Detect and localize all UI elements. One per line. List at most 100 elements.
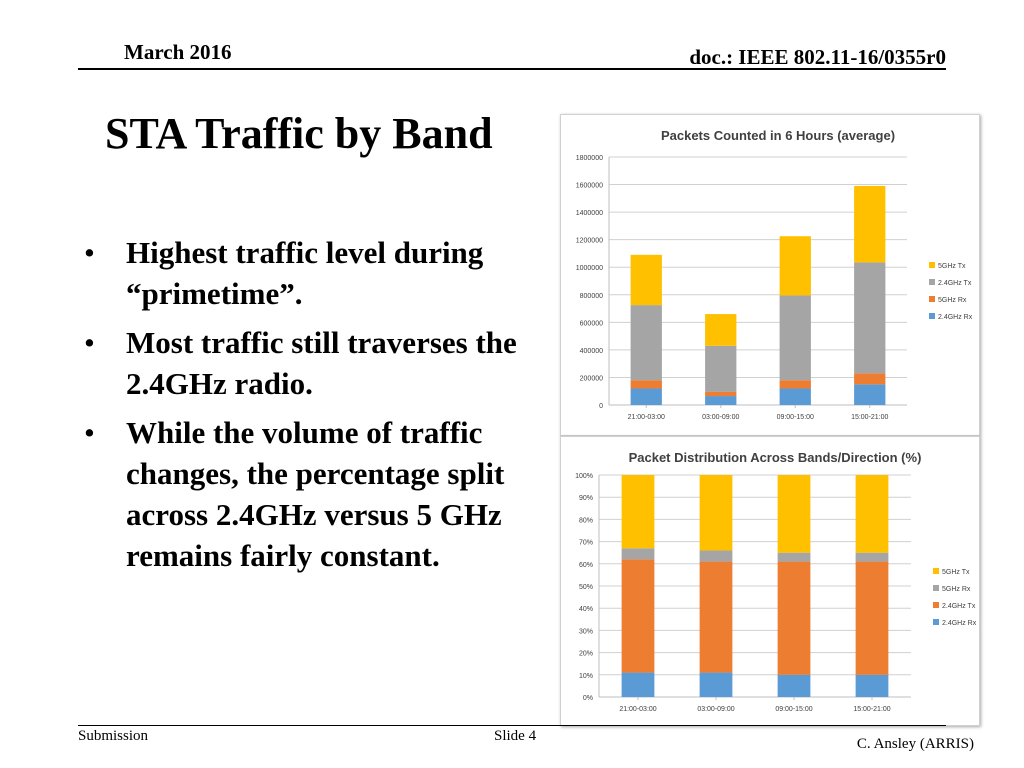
footer-divider bbox=[78, 725, 946, 726]
y-tick-label: 70% bbox=[579, 540, 593, 547]
bar-segment bbox=[855, 475, 889, 553]
y-tick-label: 0% bbox=[583, 695, 593, 702]
header-doc-id: doc.: IEEE 802.11-16/0355r0 bbox=[689, 45, 946, 69]
x-tick-label: 09:00-15:00 bbox=[777, 414, 814, 421]
y-tick-label: 1600000 bbox=[576, 183, 603, 190]
bar-segment bbox=[621, 475, 655, 549]
legend-label: 2.4GHz Tx bbox=[942, 603, 976, 610]
legend-swatch bbox=[929, 296, 935, 302]
bar-segment bbox=[621, 548, 655, 560]
y-tick-label: 400000 bbox=[580, 348, 603, 355]
bullet-text: Most traffic still traverses the 2.4GHz … bbox=[126, 325, 517, 401]
bar-segment bbox=[777, 552, 811, 562]
legend-label: 5GHz Rx bbox=[938, 297, 967, 304]
bar-segment bbox=[779, 380, 811, 389]
bar-segment bbox=[621, 559, 655, 673]
legend-swatch bbox=[933, 568, 939, 574]
bar-segment bbox=[699, 561, 733, 673]
bar-segment bbox=[630, 305, 662, 381]
legend-label: 2.4GHz Tx bbox=[938, 280, 972, 287]
legend-swatch bbox=[933, 619, 939, 625]
bar-segment bbox=[630, 380, 662, 389]
y-tick-label: 1400000 bbox=[576, 210, 603, 217]
y-tick-label: 800000 bbox=[580, 293, 603, 300]
bullet-dot: • bbox=[84, 415, 95, 450]
packet-distribution-chart: Packet Distribution Across Bands/Directi… bbox=[560, 436, 980, 726]
bar-segment bbox=[705, 345, 737, 392]
y-tick-label: 100% bbox=[575, 473, 593, 480]
legend-swatch bbox=[933, 602, 939, 608]
bar-segment bbox=[630, 388, 662, 405]
y-tick-label: 30% bbox=[579, 628, 593, 635]
bar-segment bbox=[855, 552, 889, 562]
y-tick-label: 0 bbox=[599, 403, 603, 410]
bar-segment bbox=[630, 254, 662, 306]
bar-segment bbox=[855, 674, 889, 697]
x-tick-label: 21:00-03:00 bbox=[628, 414, 665, 421]
x-tick-label: 09:00-15:00 bbox=[775, 706, 812, 713]
bar-segment bbox=[699, 672, 733, 697]
bullet-item: • Highest traffic level during “primetime… bbox=[84, 232, 544, 314]
y-tick-label: 200000 bbox=[580, 375, 603, 382]
legend-swatch bbox=[929, 279, 935, 285]
bar-segment bbox=[779, 295, 811, 381]
bar-segment bbox=[777, 674, 811, 697]
y-tick-label: 50% bbox=[579, 584, 593, 591]
footer-author: C. Ansley (ARRIS) bbox=[856, 736, 974, 752]
bullet-item: • While the volume of traffic changes, th… bbox=[84, 412, 544, 576]
legend-swatch bbox=[933, 585, 939, 591]
bullet-item: • Most traffic still traverses the 2.4GHz… bbox=[84, 322, 544, 404]
bar-segment bbox=[854, 262, 886, 374]
x-tick-label: 15:00-21:00 bbox=[853, 706, 890, 713]
packets-count-chart-svg: Packets Counted in 6 Hours (average) 0 200… bbox=[576, 128, 973, 421]
bar-segment bbox=[779, 388, 811, 405]
legend-label: 2.4GHz Rx bbox=[938, 314, 973, 321]
x-tick-label: 03:00-09:00 bbox=[702, 414, 739, 421]
bar-segment bbox=[779, 236, 811, 296]
legend-label: 5GHz Rx bbox=[942, 586, 971, 593]
header-date: March 2016 bbox=[124, 40, 232, 64]
packets-count-chart: Packets Counted in 6 Hours (average) 0 200… bbox=[560, 114, 980, 436]
y-tick-label: 90% bbox=[579, 495, 593, 502]
x-tick-label: 21:00-03:00 bbox=[619, 706, 656, 713]
header-divider bbox=[78, 68, 946, 70]
bar-segment bbox=[777, 561, 811, 675]
chart-title: Packet Distribution Across Bands/Directi… bbox=[629, 450, 922, 465]
y-tick-label: 60% bbox=[579, 562, 593, 569]
bar-segment bbox=[854, 384, 886, 405]
bullet-list: • Highest traffic level during “primetime… bbox=[84, 232, 544, 584]
bar-segment bbox=[854, 373, 886, 385]
legend-swatch bbox=[929, 313, 935, 319]
y-tick-label: 1800000 bbox=[576, 155, 603, 162]
bar-segment bbox=[705, 396, 737, 405]
bullet-dot: • bbox=[84, 325, 95, 360]
chart-title: Packets Counted in 6 Hours (average) bbox=[661, 128, 895, 143]
y-tick-label: 600000 bbox=[580, 320, 603, 327]
x-tick-label: 15:00-21:00 bbox=[851, 414, 888, 421]
footer-slide-number: Slide 4 bbox=[494, 728, 537, 744]
bar-segment bbox=[855, 561, 889, 675]
bar-segment bbox=[705, 314, 737, 346]
legend-label: 5GHz Tx bbox=[938, 263, 966, 270]
bar-segment bbox=[777, 475, 811, 553]
y-tick-label: 80% bbox=[579, 517, 593, 524]
y-tick-label: 20% bbox=[579, 651, 593, 658]
legend-swatch bbox=[929, 262, 935, 268]
slide-title: STA Traffic by Band bbox=[105, 109, 493, 158]
packet-distribution-chart-svg: Packet Distribution Across Bands/Directi… bbox=[575, 450, 977, 713]
bullet-dot: • bbox=[84, 235, 95, 270]
bar-segment bbox=[699, 475, 733, 551]
legend-label: 5GHz Tx bbox=[942, 569, 970, 576]
bar-segment bbox=[854, 185, 886, 263]
bar-segment bbox=[705, 391, 737, 397]
bar-segment bbox=[699, 550, 733, 562]
bar-segment bbox=[621, 672, 655, 697]
legend-label: 2.4GHz Rx bbox=[942, 620, 977, 627]
y-tick-label: 40% bbox=[579, 606, 593, 613]
y-tick-label: 10% bbox=[579, 673, 593, 680]
y-tick-label: 1000000 bbox=[576, 265, 603, 272]
x-tick-label: 03:00-09:00 bbox=[697, 706, 734, 713]
bullet-text: Highest traffic level during “primetime”… bbox=[126, 235, 484, 311]
bullet-text: While the volume of traffic changes, the… bbox=[126, 415, 505, 573]
y-tick-label: 1200000 bbox=[576, 238, 603, 245]
